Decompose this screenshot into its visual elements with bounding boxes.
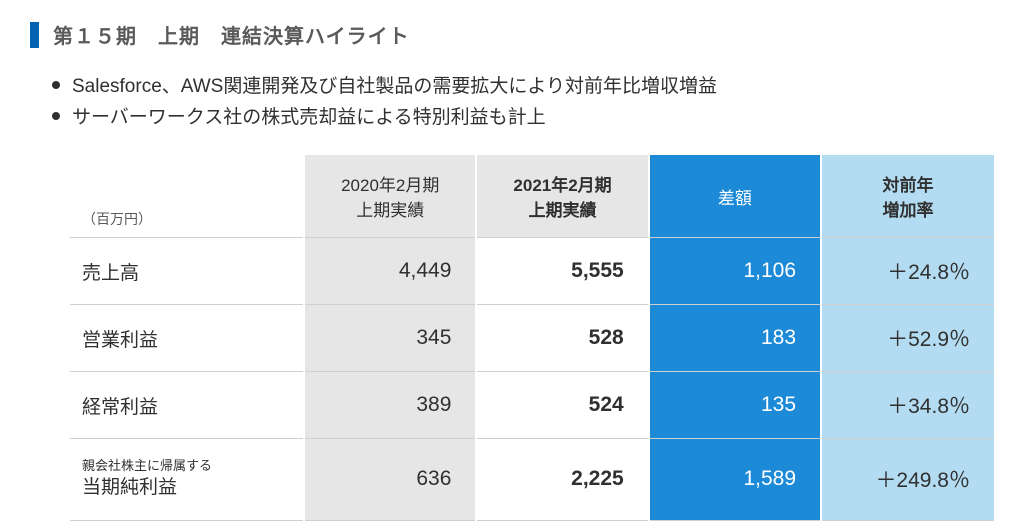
title-accent-bar xyxy=(30,22,39,48)
cell-curr: 5,555 xyxy=(476,238,648,305)
cell-diff: 1,589 xyxy=(649,439,821,521)
col-header-curr: 2021年2月期上期実績 xyxy=(476,155,648,238)
page-title: 第１５期 上期 連結決算ハイライト xyxy=(53,20,410,49)
col-header-diff: 差額 xyxy=(649,155,821,238)
row-label: 営業利益 xyxy=(70,305,304,372)
row-label: 経常利益 xyxy=(70,372,304,439)
table-row: 営業利益 345 528 183 ＋52.9％ xyxy=(70,305,994,372)
cell-prev: 345 xyxy=(304,305,476,372)
cell-diff: 135 xyxy=(649,372,821,439)
cell-rate: ＋34.8％ xyxy=(821,372,994,439)
row-label-main: 当期純利益 xyxy=(82,475,295,502)
cell-curr: 2,225 xyxy=(476,439,648,521)
bullet-dot-icon xyxy=(52,81,60,89)
cell-curr: 528 xyxy=(476,305,648,372)
row-label: 売上高 xyxy=(70,238,304,305)
col-header-prev: 2020年2月期上期実績 xyxy=(304,155,476,238)
unit-label: （百万円） xyxy=(70,155,304,238)
cell-prev: 636 xyxy=(304,439,476,521)
bullet-dot-icon xyxy=(52,112,60,120)
row-label: 親会社株主に帰属する 当期純利益 xyxy=(70,439,304,521)
cell-diff: 183 xyxy=(649,305,821,372)
row-label-small: 親会社株主に帰属する xyxy=(82,458,212,473)
bullet-item: Salesforce、AWS関連開発及び自社製品の需要拡大により対前年比増収増益 xyxy=(52,71,994,98)
financial-table: （百万円） 2020年2月期上期実績 2021年2月期上期実績 差額 対前年増加… xyxy=(70,155,994,521)
cell-curr: 524 xyxy=(476,372,648,439)
cell-prev: 4,449 xyxy=(304,238,476,305)
cell-diff: 1,106 xyxy=(649,238,821,305)
table-row: 経常利益 389 524 135 ＋34.8％ xyxy=(70,372,994,439)
cell-rate: ＋249.8％ xyxy=(821,439,994,521)
bullet-list: Salesforce、AWS関連開発及び自社製品の需要拡大により対前年比増収増益… xyxy=(52,71,994,129)
table-row: 親会社株主に帰属する 当期純利益 636 2,225 1,589 ＋249.8％ xyxy=(70,439,994,521)
bullet-text: サーバーワークス社の株式売却益による特別利益も計上 xyxy=(72,102,546,129)
page-title-row: 第１５期 上期 連結決算ハイライト xyxy=(30,20,994,49)
bullet-item: サーバーワークス社の株式売却益による特別利益も計上 xyxy=(52,102,994,129)
table-header-row: （百万円） 2020年2月期上期実績 2021年2月期上期実績 差額 対前年増加… xyxy=(70,155,994,238)
table-row: 売上高 4,449 5,555 1,106 ＋24.8％ xyxy=(70,238,994,305)
bullet-text: Salesforce、AWS関連開発及び自社製品の需要拡大により対前年比増収増益 xyxy=(72,71,717,98)
cell-rate: ＋24.8％ xyxy=(821,238,994,305)
cell-prev: 389 xyxy=(304,372,476,439)
col-header-rate: 対前年増加率 xyxy=(821,155,994,238)
cell-rate: ＋52.9％ xyxy=(821,305,994,372)
